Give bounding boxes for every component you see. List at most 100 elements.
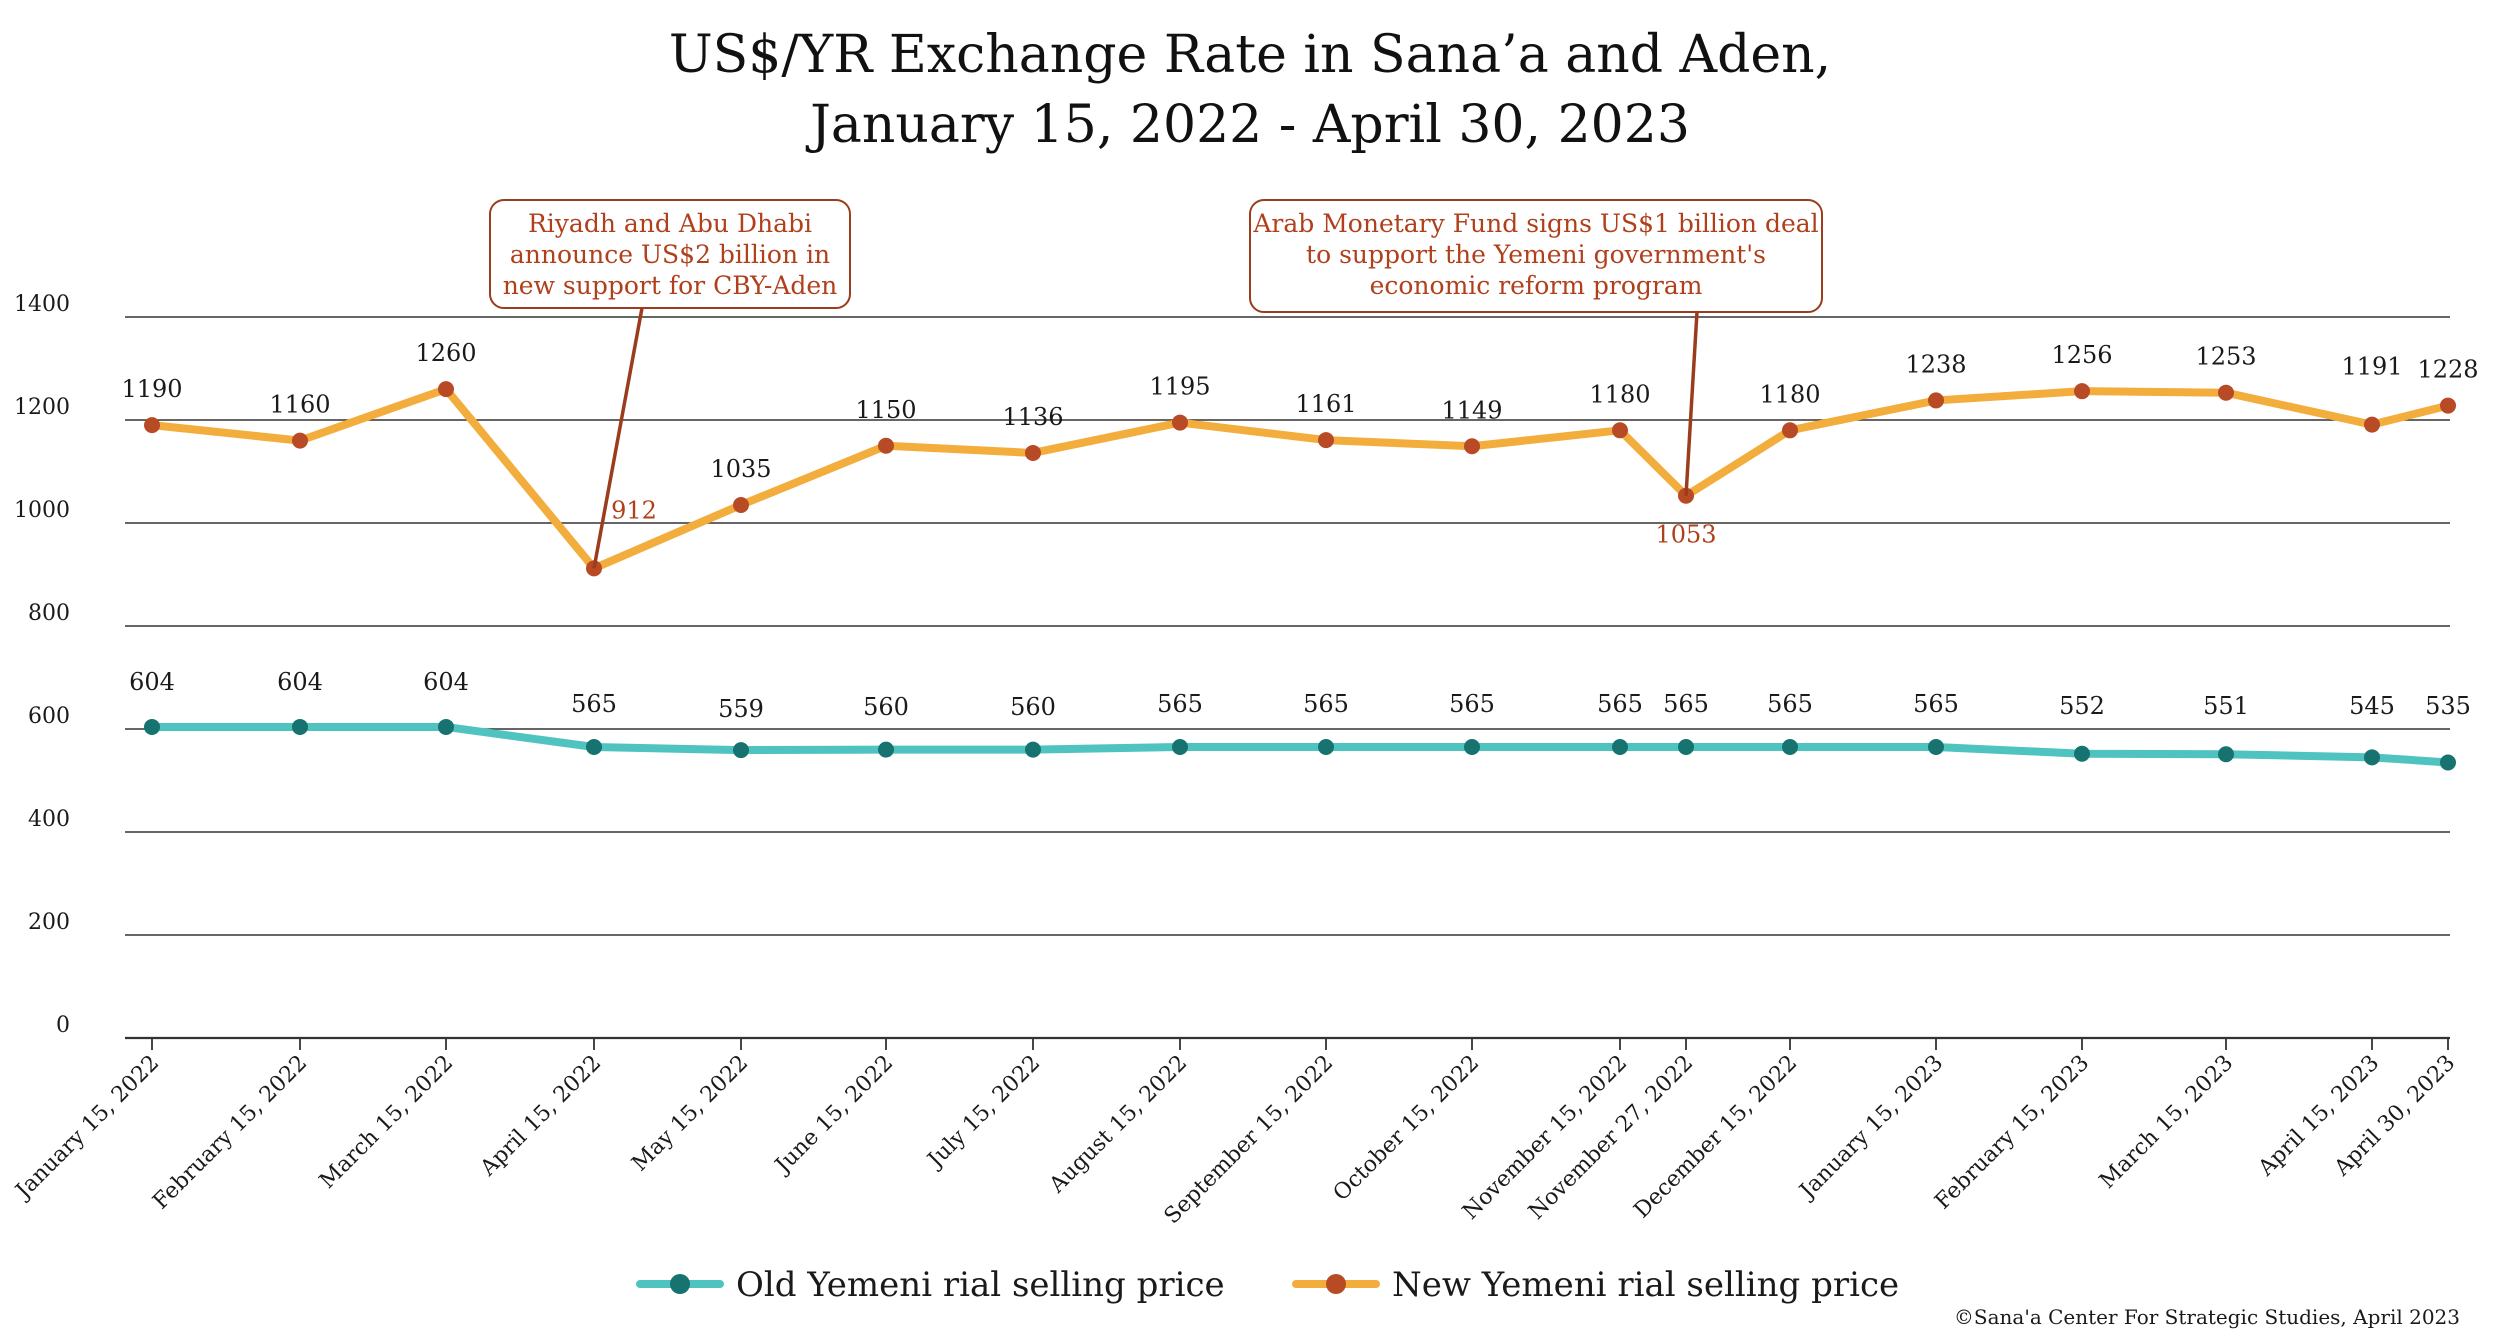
- series-layer: 604 604 604 565 559 560 560 565 565 565 565 565 565 5…: [121, 339, 2479, 771]
- y-tick-label: 200: [28, 910, 70, 935]
- legend-old-marker: [670, 1274, 690, 1294]
- new-rial-point: [1464, 438, 1480, 455]
- new-rial-value-label: 1253: [2195, 343, 2256, 371]
- old-rial-value-label: 560: [863, 693, 909, 721]
- source-credit: ©Sana'a Center For Strategic Studies, Ap…: [1954, 1305, 2460, 1329]
- new-rial-value-label: 1150: [855, 396, 916, 424]
- new-rial-point: [1318, 432, 1334, 449]
- old-rial-point: [2218, 746, 2234, 763]
- x-tick-label: July 15, 2022: [922, 1051, 1045, 1174]
- annotation-text: announce US$2 billion in: [510, 240, 830, 269]
- old-rial-point: [878, 741, 894, 758]
- old-rial-point: [1928, 739, 1944, 756]
- new-rial-point: [2364, 416, 2380, 433]
- new-rial-point: [438, 381, 454, 398]
- old-rial-value-label: 545: [2349, 692, 2395, 720]
- new-rial-point: [2074, 383, 2090, 400]
- old-rial-value-label: 565: [571, 690, 617, 718]
- new-rial-value-label: 1161: [1295, 390, 1356, 418]
- old-rial-point: [144, 718, 160, 735]
- new-rial-value-label: 1191: [2341, 353, 2402, 381]
- annotation-text: new support for CBY-Aden: [503, 271, 838, 300]
- annotation-text: Riyadh and Abu Dhabi: [528, 209, 812, 238]
- new-rial-point: [1928, 392, 1944, 409]
- old-rial-point: [438, 718, 454, 735]
- y-tick-label: 0: [56, 1013, 70, 1038]
- x-tick-label: June 15, 2022: [769, 1051, 898, 1180]
- grid-layer: 0 200 400 600 800 1000 1200 1400: [14, 292, 2450, 1040]
- old-rial-point: [586, 739, 602, 756]
- new-rial-point: [144, 417, 160, 434]
- old-rial-point: [2440, 754, 2456, 771]
- new-rial-point: [733, 496, 749, 513]
- y-tick-label: 400: [28, 807, 70, 832]
- new-rial-value-label: 1238: [1905, 350, 1966, 378]
- x-tick-label: April 15, 2022: [475, 1051, 606, 1182]
- new-rial-point: [878, 437, 894, 454]
- x-tick-label: February 15, 2023: [1930, 1051, 2094, 1215]
- old-rial-point: [1025, 741, 1041, 758]
- old-rial-value-label: 559: [718, 695, 764, 723]
- new-rial-point: [1782, 422, 1798, 439]
- old-rial-value-label: 535: [2425, 692, 2471, 720]
- old-rial-point: [1318, 739, 1334, 756]
- old-rial-point: [2364, 749, 2380, 766]
- annotation-text: economic reform program: [1370, 271, 1703, 300]
- annotation-text: to support the Yemeni government's: [1306, 240, 1766, 269]
- new-rial-value-label: 1260: [415, 339, 476, 367]
- legend-new-label: New Yemeni rial selling price: [1392, 1265, 1899, 1305]
- x-tick-label: October 15, 2022: [1329, 1051, 1485, 1207]
- x-tick-label: March 15, 2022: [315, 1051, 458, 1194]
- y-tick-label: 800: [28, 601, 70, 626]
- old-rial-value-label: 604: [423, 668, 469, 696]
- old-rial-point: [1172, 739, 1188, 756]
- old-rial-value-label: 560: [1010, 693, 1056, 721]
- new-rial-value-label: 1195: [1149, 373, 1210, 401]
- old-rial-value-label: 565: [1303, 690, 1349, 718]
- x-tick-label: August 15, 2022: [1044, 1051, 1192, 1199]
- y-tick-label: 1400: [14, 292, 70, 317]
- annotation-text: Arab Monetary Fund signs US$1 billion de…: [1252, 209, 1818, 238]
- new-rial-point: [2218, 384, 2234, 401]
- new-rial-value-label: 1035: [710, 455, 771, 483]
- new-rial-point: [1612, 422, 1628, 439]
- x-tick-label: May 15, 2022: [627, 1051, 753, 1177]
- old-rial-point: [733, 742, 749, 759]
- old-rial-point: [2074, 745, 2090, 762]
- new-rial-value-label: 1180: [1589, 380, 1650, 408]
- annotation-box: [1249, 199, 1823, 313]
- old-rial-point: [1464, 739, 1480, 756]
- old-rial-value-label: 565: [1663, 690, 1709, 718]
- new-rial-value-label: 1228: [2417, 356, 2478, 384]
- new-rial-value-label: 1136: [1002, 403, 1063, 431]
- new-rial-value-label: 912: [611, 496, 657, 524]
- new-rial-value-label: 1256: [2051, 341, 2112, 369]
- old-rial-value-label: 552: [2059, 692, 2105, 720]
- old-rial-value-label: 565: [1597, 690, 1643, 718]
- old-rial-value-label: 565: [1913, 690, 1959, 718]
- new-rial-point: [2440, 397, 2456, 414]
- new-rial-value-label: 1190: [121, 375, 182, 403]
- old-rial-value-label: 604: [129, 668, 175, 696]
- old-rial-point: [1612, 739, 1628, 756]
- chart-title-line-1: US$/YR Exchange Rate in Sana’a and Aden,: [669, 25, 1831, 85]
- x-tick-label: January 15, 2023: [1794, 1051, 1948, 1205]
- old-rial-point: [1678, 739, 1694, 756]
- old-rial-value-label: 565: [1157, 690, 1203, 718]
- new-rial-point: [292, 432, 308, 449]
- legend: Old Yemeni rial selling price New Yemeni …: [636, 1265, 1899, 1305]
- new-rial-point: [1172, 414, 1188, 431]
- x-tick-label: March 15, 2023: [2095, 1051, 2238, 1194]
- y-tick-label: 1000: [14, 498, 70, 523]
- annotation-pointer: [1684, 311, 1699, 496]
- y-tick-label: 1200: [14, 395, 70, 420]
- x-tick-label: February 15, 2022: [148, 1051, 312, 1215]
- new-rial-value-label: 1160: [269, 391, 330, 419]
- old-rial-value-label: 604: [277, 668, 323, 696]
- new-rial-point: [1025, 444, 1041, 461]
- old-rial-series-line: [148, 722, 2452, 767]
- new-rial-value-label: 1053: [1655, 521, 1716, 549]
